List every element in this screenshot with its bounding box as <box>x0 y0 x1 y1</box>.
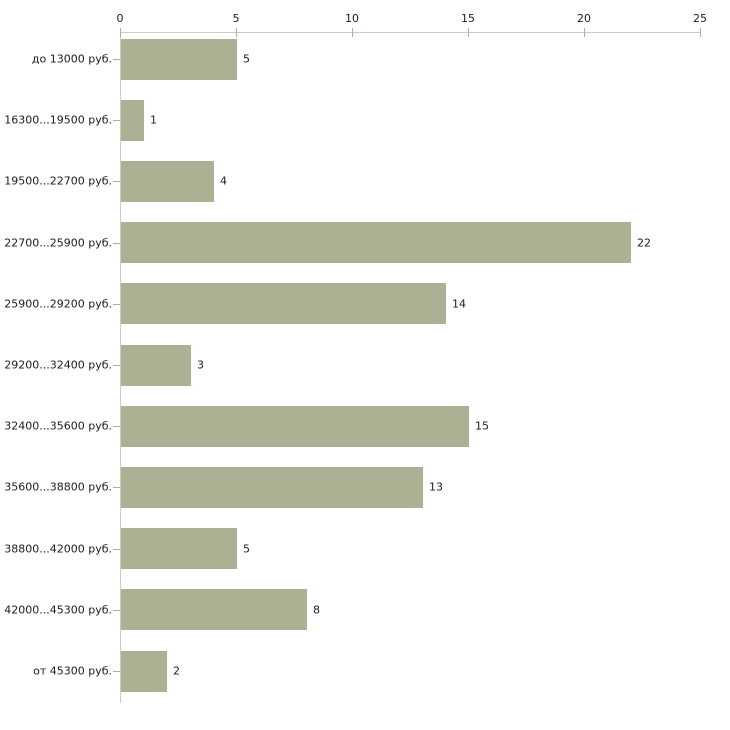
value-label: 13 <box>429 480 443 494</box>
bar <box>121 528 237 569</box>
category-label: 38800...42000 руб. <box>4 542 112 556</box>
value-label: 1 <box>150 113 157 127</box>
bar <box>121 222 631 263</box>
value-label: 8 <box>313 603 320 617</box>
x-axis-tick-label: 25 <box>693 12 707 25</box>
bar <box>121 283 446 324</box>
value-label: 15 <box>475 419 489 433</box>
bar <box>121 589 307 630</box>
y-axis-tick <box>113 59 120 60</box>
x-axis-line <box>120 32 701 33</box>
y-axis-tick <box>113 181 120 182</box>
bar <box>121 406 469 447</box>
x-axis-tick-label: 10 <box>345 12 359 25</box>
x-axis-tick <box>468 28 469 37</box>
y-axis-tick <box>113 120 120 121</box>
category-label: 29200...32400 руб. <box>4 358 112 372</box>
bar <box>121 467 423 508</box>
category-label: 19500...22700 руб. <box>4 174 112 188</box>
category-label: 35600...38800 руб. <box>4 480 112 494</box>
bar <box>121 39 237 80</box>
y-axis-tick <box>113 426 120 427</box>
value-label: 5 <box>243 542 250 556</box>
x-axis-tick <box>352 28 353 37</box>
category-label: до 13000 руб. <box>31 52 112 66</box>
category-label: 42000...45300 руб. <box>4 603 112 617</box>
x-axis-tick-label: 0 <box>116 12 124 25</box>
x-axis-tick-label: 15 <box>461 12 475 25</box>
bar <box>121 161 214 202</box>
category-label: 25900...29200 руб. <box>4 297 112 311</box>
y-axis-tick <box>113 487 120 488</box>
x-axis-tick <box>120 28 121 37</box>
value-label: 3 <box>197 358 204 372</box>
value-label: 4 <box>220 174 227 188</box>
bar <box>121 651 167 692</box>
y-axis-tick <box>113 243 120 244</box>
y-axis-tick <box>113 365 120 366</box>
x-axis-tick-label: 5 <box>232 12 240 25</box>
bar <box>121 345 191 386</box>
x-axis-tick <box>700 28 701 37</box>
y-axis-tick <box>113 304 120 305</box>
y-axis-tick <box>113 671 120 672</box>
category-label: 32400...35600 руб. <box>4 419 112 433</box>
y-axis-tick <box>113 610 120 611</box>
category-label: 16300...19500 руб. <box>4 113 112 127</box>
y-axis-tick <box>113 549 120 550</box>
value-label: 14 <box>452 297 466 311</box>
x-axis-tick <box>236 28 237 37</box>
value-label: 22 <box>637 236 651 250</box>
x-axis-tick-label: 20 <box>577 12 591 25</box>
category-label: 22700...25900 руб. <box>4 236 112 250</box>
value-label: 2 <box>173 664 180 678</box>
x-axis-tick <box>584 28 585 37</box>
value-label: 5 <box>243 52 250 66</box>
category-label: от 45300 руб. <box>33 664 112 678</box>
y-axis-line <box>120 32 121 703</box>
bar <box>121 100 144 141</box>
